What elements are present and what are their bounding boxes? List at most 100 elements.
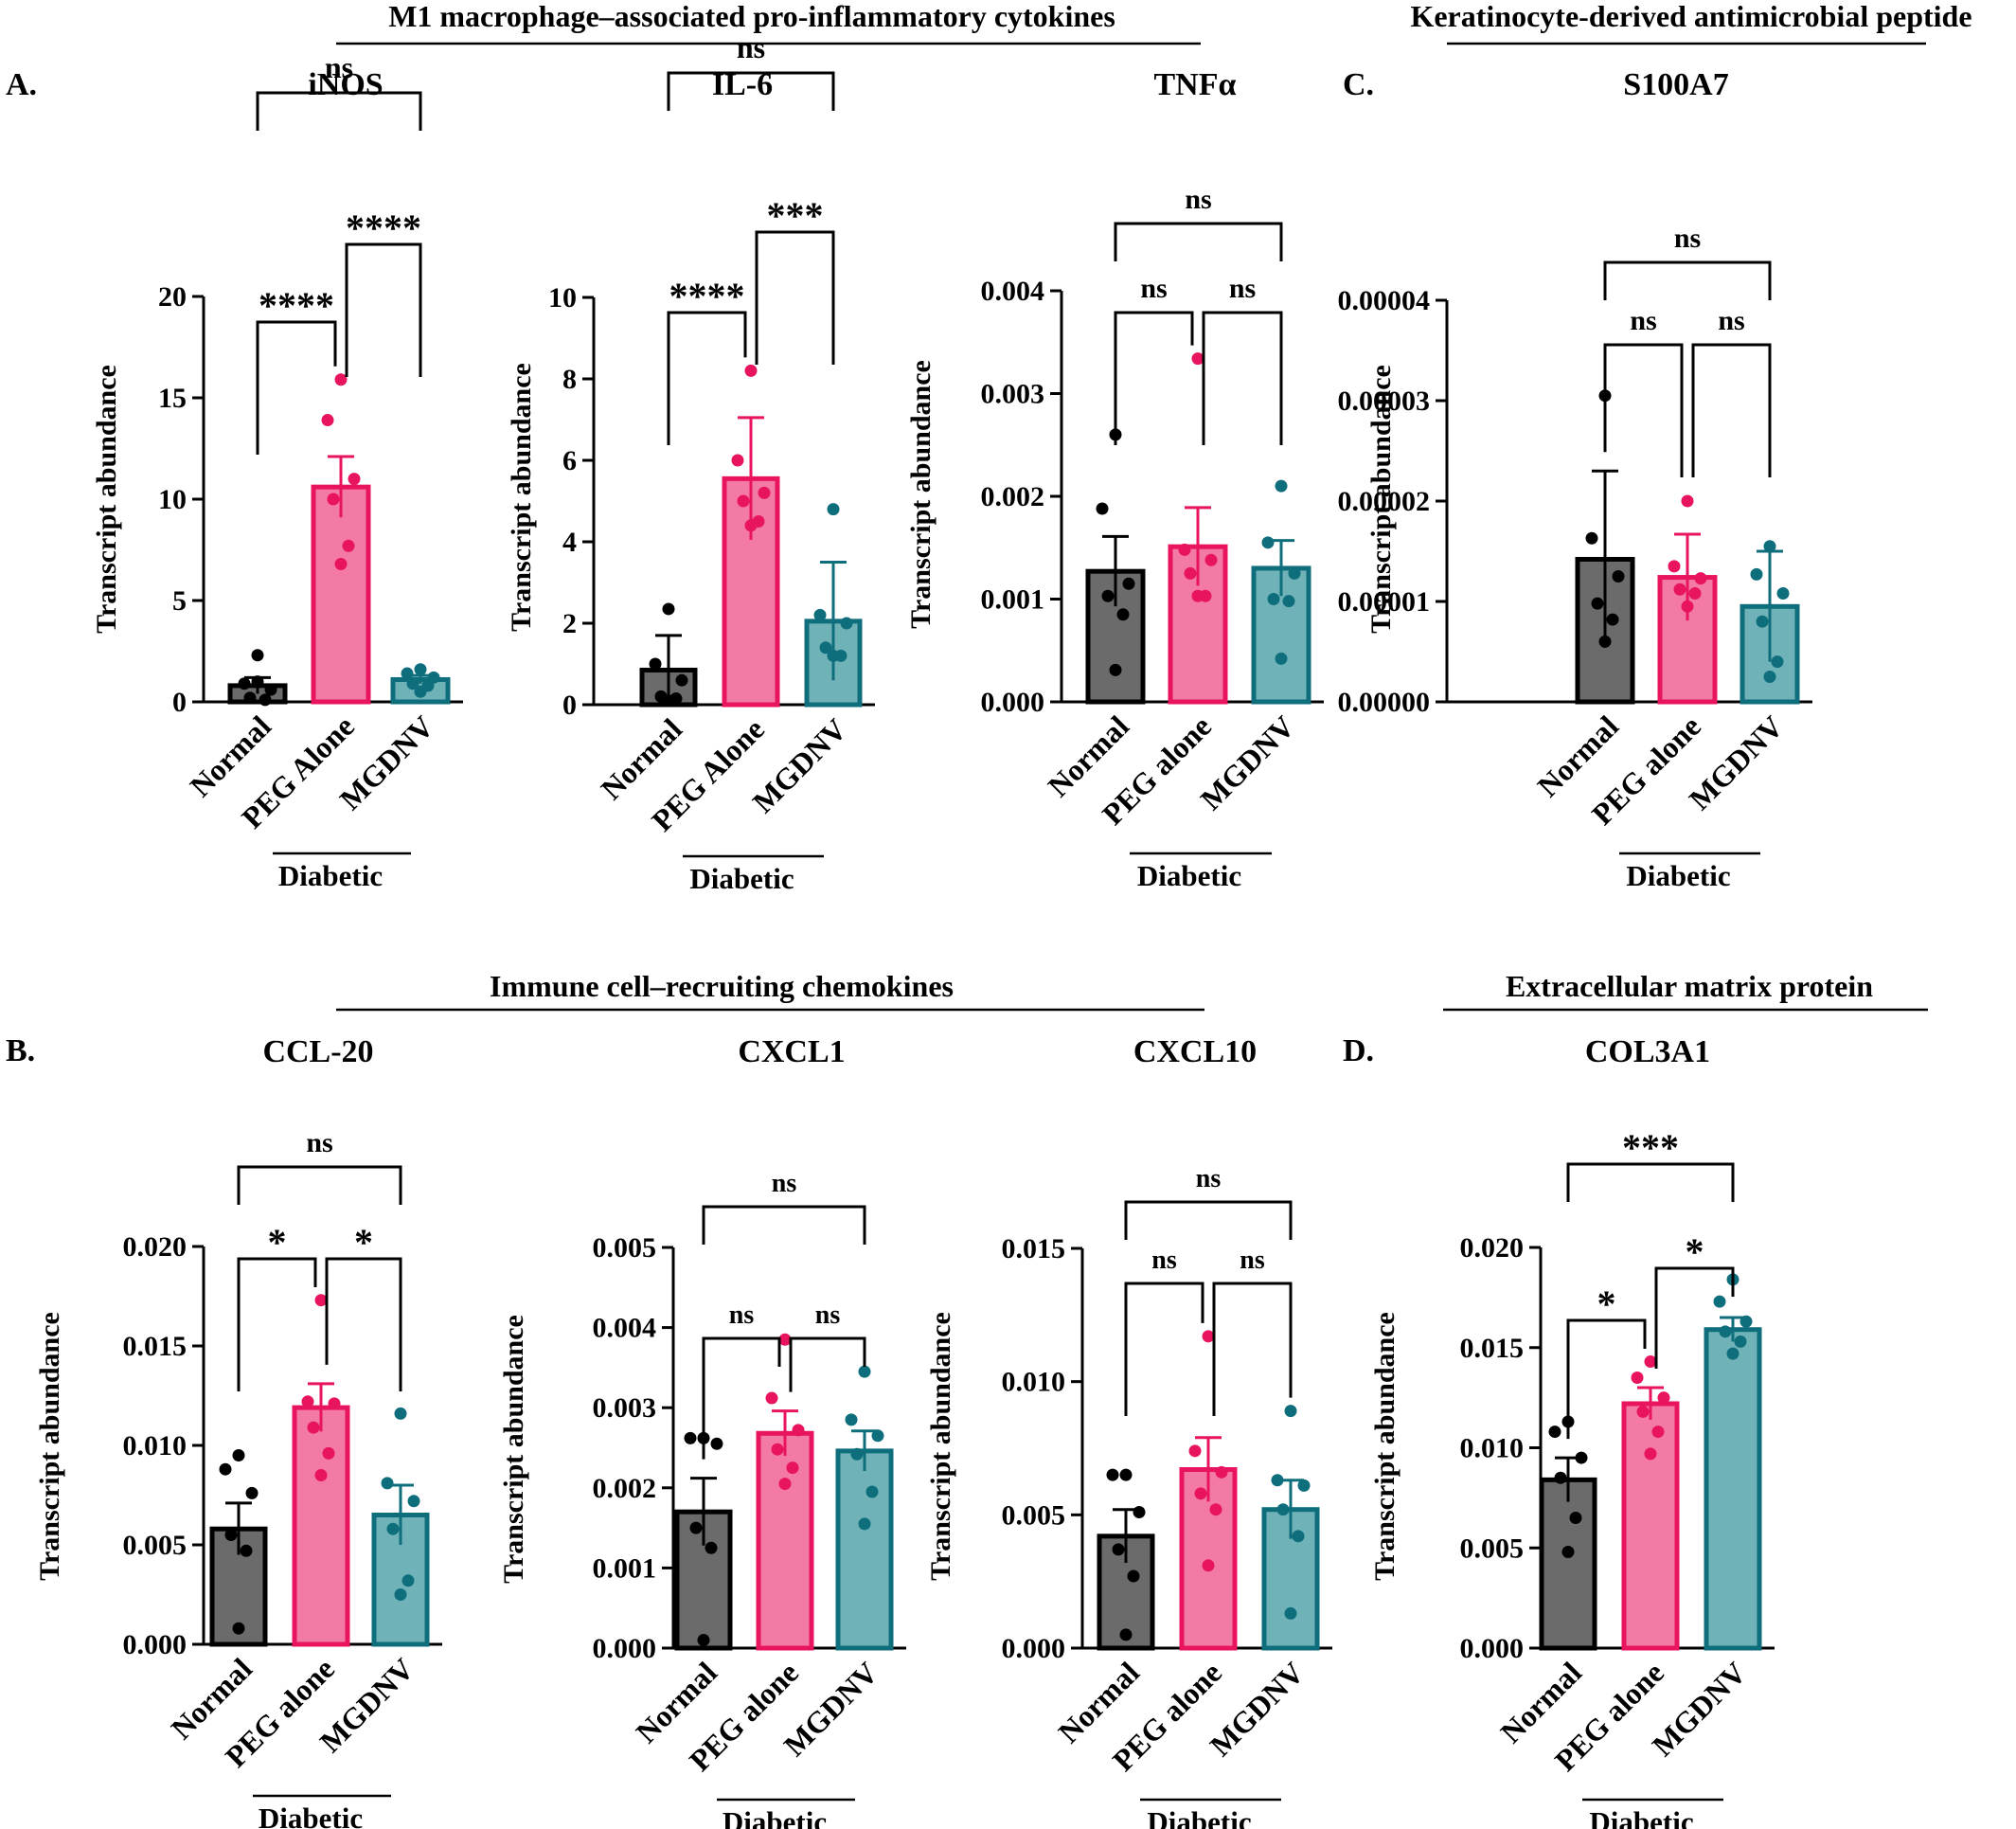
group-header-chemokines: Immune cell–recruiting chemokines [490, 969, 954, 1003]
bar [1621, 1401, 1680, 1651]
data-point [1569, 1512, 1582, 1525]
bar [292, 1405, 350, 1647]
significance-label: ns [815, 1300, 841, 1330]
y-axis-title: Transcript abundance [91, 365, 122, 634]
significance-bracket [1212, 1282, 1293, 1416]
data-point [710, 1437, 723, 1450]
data-point [1776, 587, 1790, 601]
data-point [321, 414, 334, 427]
y-tick-label: 0.00000 [1338, 687, 1431, 718]
data-point [744, 364, 758, 377]
bar [1085, 568, 1146, 705]
y-tick-label: 0.004 [593, 1313, 657, 1344]
y-tick-label: 0.005 [123, 1530, 187, 1561]
data-point [827, 649, 840, 662]
diabetic-label: Diabetic [723, 1805, 827, 1829]
data-point [327, 493, 340, 506]
significance-label: **** [669, 275, 745, 317]
data-point [1631, 1371, 1644, 1384]
data-point [1694, 572, 1707, 585]
significance-bracket [702, 1205, 866, 1245]
data-point [334, 373, 348, 386]
data-point [401, 667, 414, 680]
data-point [314, 1294, 328, 1307]
chart-title: CXCL10 [1133, 1034, 1257, 1069]
significance-bracket [1124, 1200, 1293, 1240]
data-point [1184, 566, 1197, 580]
data-point [765, 1391, 778, 1405]
significance-label: ns [325, 50, 353, 84]
significance-bracket [1566, 1162, 1735, 1202]
group-header-ecm: Extracellular matrix protein [1506, 969, 1873, 1003]
panel-letter-d: D. [1343, 1033, 1374, 1068]
y-tick-label: 10 [548, 282, 577, 314]
data-point [1644, 1447, 1657, 1461]
data-point [386, 1522, 400, 1535]
data-point [1204, 553, 1218, 566]
data-point [1644, 1355, 1657, 1369]
data-point [232, 1449, 245, 1461]
significance-bracket [667, 71, 835, 111]
y-tick-label: 0.015 [1002, 1233, 1066, 1264]
data-point [1202, 1330, 1215, 1343]
data-point [1109, 663, 1122, 676]
data-point [243, 691, 257, 705]
data-point [1668, 560, 1681, 573]
significance-label: * [268, 1221, 287, 1264]
data-point [758, 486, 771, 499]
data-point [662, 694, 675, 708]
data-point [1591, 597, 1604, 610]
data-point [394, 1407, 407, 1420]
significance-label: * [354, 1221, 373, 1264]
data-point [850, 1447, 864, 1461]
group-header-amp: Keratinocyte-derived antimicrobial pepti… [1410, 0, 1971, 33]
data-point [1719, 1325, 1732, 1338]
data-point [778, 1478, 792, 1491]
data-point [1119, 1468, 1133, 1481]
data-point [689, 1521, 703, 1534]
data-point [1734, 1335, 1747, 1348]
significance-label: *** [1622, 1126, 1679, 1169]
data-point [786, 1461, 799, 1475]
significance-label: ns [306, 1127, 332, 1158]
data-point [224, 1529, 238, 1541]
data-point [865, 1485, 879, 1498]
data-point [649, 657, 662, 671]
data-point [827, 503, 840, 516]
chart-title: TNFα [1154, 67, 1237, 102]
data-point [1271, 1474, 1284, 1487]
data-point [240, 1544, 253, 1557]
y-tick-label: 0.005 [593, 1232, 657, 1264]
data-point [307, 1421, 320, 1434]
y-tick-label: 0.005 [1002, 1499, 1066, 1531]
y-tick-label: 0.00001 [1338, 586, 1431, 618]
significance-bracket [1691, 343, 1772, 477]
data-point [1127, 1569, 1140, 1583]
y-tick-label: 0.00004 [1338, 285, 1431, 316]
data-point [1771, 655, 1784, 669]
data-point [1763, 671, 1776, 683]
significance-bracket [256, 320, 337, 455]
significance-label: ns [1185, 184, 1211, 215]
data-point [219, 1462, 232, 1476]
y-tick-label: 0.015 [123, 1331, 187, 1362]
data-point [301, 1395, 314, 1408]
significance-label: ns [1140, 273, 1167, 304]
data-point [314, 1469, 328, 1481]
data-point [731, 454, 744, 467]
y-axis-title: Transcript abundance [905, 360, 937, 629]
y-tick-label: 0.015 [1460, 1333, 1525, 1364]
y-axis-title: Transcript abundance [1365, 365, 1397, 634]
y-tick-label: 10 [158, 484, 187, 515]
diabetic-label: Diabetic [259, 1802, 363, 1829]
data-point [1194, 1487, 1207, 1500]
data-point [1112, 1543, 1125, 1556]
data-point [381, 1477, 394, 1490]
data-point [1215, 1465, 1228, 1479]
data-point [778, 1333, 792, 1346]
data-point [1726, 1347, 1739, 1360]
data-point [1096, 502, 1109, 515]
significance-label: * [1686, 1230, 1704, 1273]
bar [835, 1448, 894, 1651]
data-point [1612, 570, 1625, 583]
